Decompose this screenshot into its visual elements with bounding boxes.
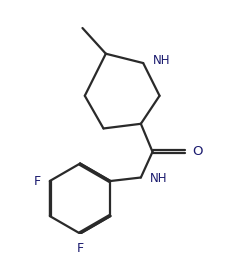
Text: NH: NH [153, 54, 171, 67]
Text: O: O [193, 145, 203, 158]
Text: F: F [77, 243, 84, 254]
Text: NH: NH [150, 172, 167, 185]
Text: F: F [34, 174, 41, 187]
